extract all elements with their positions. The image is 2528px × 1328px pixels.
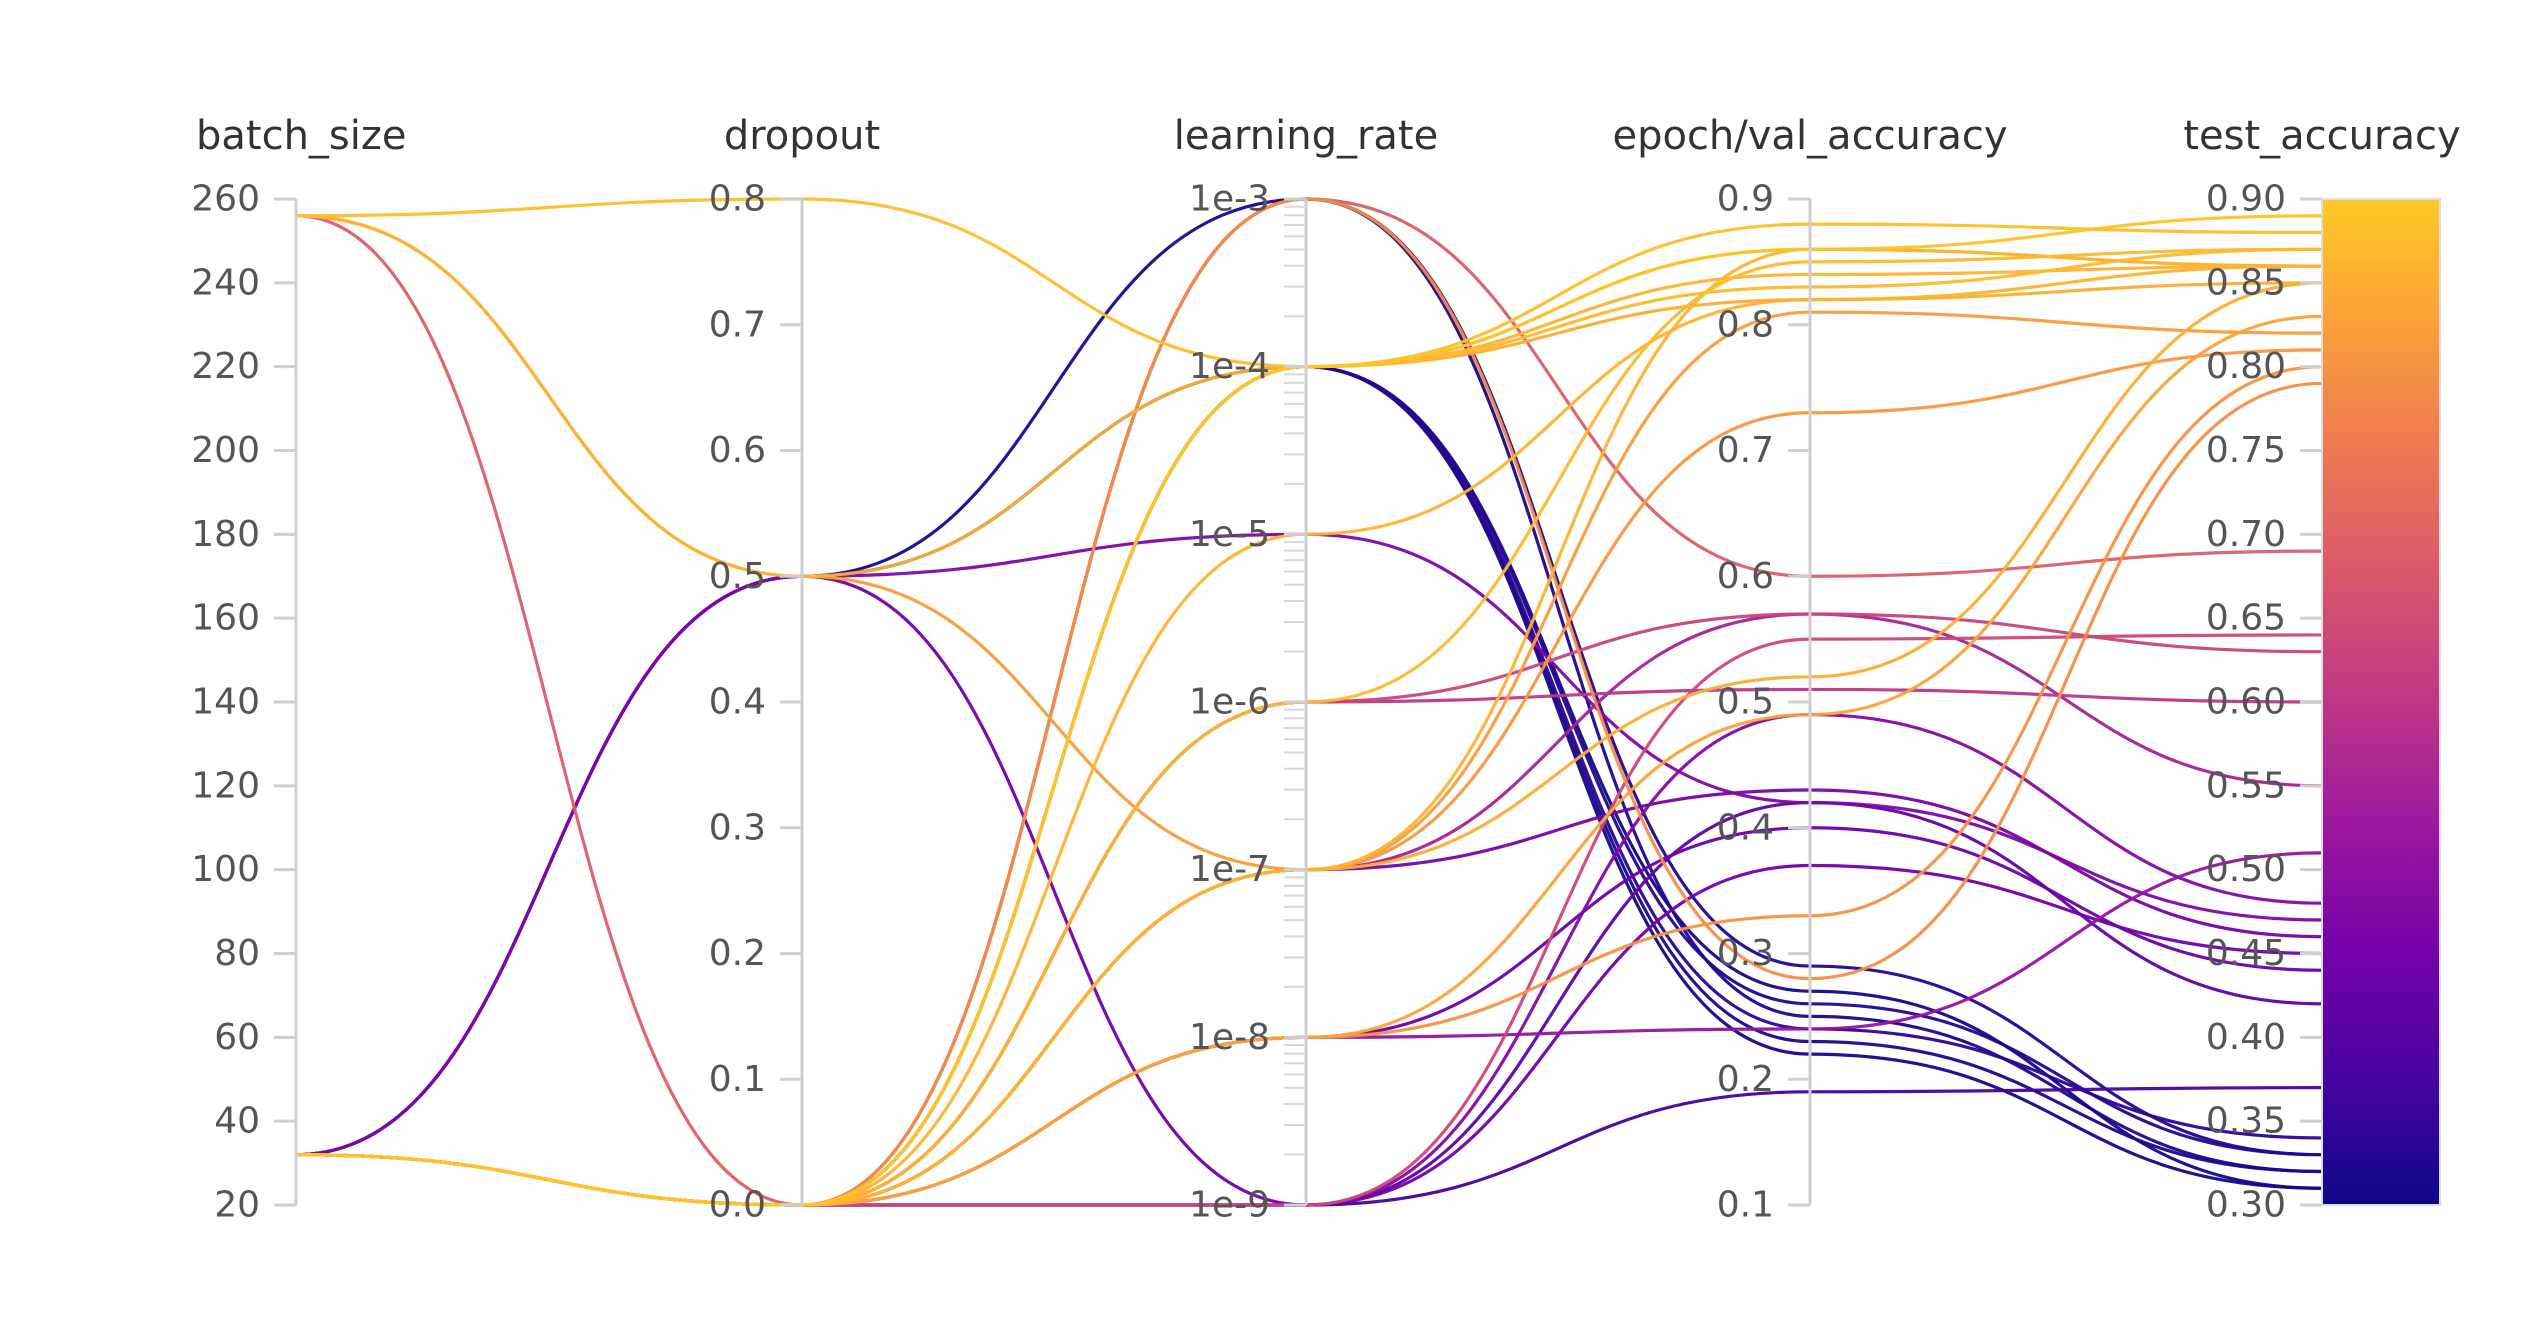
axis-batch_size: 20 40 60 80 100 120 140 160 180 200 220 240 260 batch… bbox=[191, 113, 406, 1226]
axis-val_accuracy: 0.1 0.2 0.3 0.4 0.5 0.6 0.7 0.8 0.9 epoch/val_acc… bbox=[1612, 113, 2007, 1226]
tick-label: 0.55 bbox=[2206, 765, 2286, 806]
tick-label: 0.5 bbox=[1717, 682, 1774, 723]
tick-label: 0.70 bbox=[2206, 514, 2286, 555]
tick-label: 0.6 bbox=[1717, 556, 1774, 597]
tick-label: 0.7 bbox=[1717, 430, 1774, 471]
tick-label: 0.40 bbox=[2206, 1017, 2286, 1058]
run-line bbox=[295, 214, 2323, 872]
tick-label: 240 bbox=[191, 262, 260, 303]
tick-label: 1e-9 bbox=[1189, 1185, 1270, 1226]
axis-title: dropout bbox=[724, 113, 880, 159]
tick-label: 0.7 bbox=[709, 304, 766, 345]
tick-label: 0.4 bbox=[709, 682, 766, 723]
tick-label: 140 bbox=[191, 682, 260, 723]
tick-label: 0.3 bbox=[1717, 933, 1774, 974]
run-line bbox=[295, 826, 2323, 1207]
tick-label: 0.65 bbox=[2206, 598, 2286, 639]
tick-label: 1e-6 bbox=[1189, 682, 1270, 723]
tick-label: 0.50 bbox=[2206, 849, 2286, 890]
tick-label: 0.9 bbox=[1717, 179, 1774, 220]
axis-learning_rate: 1e-9 1e-8 1e-7 1e-6 1e-5 1e-4 1e-3 learning_rat… bbox=[1174, 113, 1438, 1226]
run-line bbox=[295, 788, 2323, 1207]
axis-dropout: 0.0 0.1 0.2 0.3 0.4 0.5 0.6 0.7 0.8 dropout bbox=[709, 113, 880, 1226]
colorbar bbox=[2321, 198, 2441, 1206]
tick-label: 0.45 bbox=[2206, 933, 2286, 974]
run-line bbox=[295, 800, 2323, 1207]
tick-label: 100 bbox=[191, 849, 260, 890]
tick-label: 0.35 bbox=[2206, 1101, 2286, 1142]
run-line bbox=[295, 687, 2323, 1207]
tick-label: 0.75 bbox=[2206, 430, 2286, 471]
axis-title: test_accuracy bbox=[2183, 113, 2460, 159]
tick-label: 1e-4 bbox=[1189, 346, 1270, 387]
tick-label: 160 bbox=[191, 598, 260, 639]
run-line bbox=[295, 1086, 2323, 1207]
tick-label: 0.30 bbox=[2206, 1185, 2286, 1226]
tick-label: 80 bbox=[214, 933, 260, 974]
tick-label: 0.8 bbox=[709, 179, 766, 220]
tick-label: 0.90 bbox=[2206, 179, 2286, 220]
tick-label: 0.5 bbox=[709, 556, 766, 597]
axes: 20 40 60 80 100 120 140 160 180 200 220 240 260 batch… bbox=[191, 113, 2460, 1226]
tick-label: 0.1 bbox=[1717, 1185, 1774, 1226]
tick-label: 0.8 bbox=[1717, 304, 1774, 345]
tick-label: 0.3 bbox=[709, 807, 766, 848]
run-line bbox=[295, 214, 2323, 578]
tick-label: 0.60 bbox=[2206, 682, 2286, 723]
tick-label: 0.1 bbox=[709, 1059, 766, 1100]
tick-label: 0.2 bbox=[709, 933, 766, 974]
axis-title: learning_rate bbox=[1174, 113, 1438, 159]
run-line bbox=[295, 348, 2323, 1207]
run-line bbox=[295, 633, 2323, 1207]
run-line bbox=[295, 197, 2323, 369]
tick-label: 1e-8 bbox=[1189, 1017, 1270, 1058]
tick-label: 220 bbox=[191, 346, 260, 387]
tick-label: 0.85 bbox=[2206, 262, 2286, 303]
tick-label: 0.0 bbox=[709, 1185, 766, 1226]
tick-label: 260 bbox=[191, 179, 260, 220]
run-line bbox=[295, 214, 2323, 1207]
run-line bbox=[295, 314, 2323, 1207]
tick-label: 20 bbox=[214, 1185, 260, 1226]
tick-label: 40 bbox=[214, 1101, 260, 1142]
axis-test_accuracy: 0.30 0.35 0.40 0.45 0.50 0.55 0.60 0.65 0.70 0.75… bbox=[2183, 113, 2460, 1226]
tick-label: 200 bbox=[191, 430, 260, 471]
axis-title: epoch/val_accuracy bbox=[1612, 113, 2007, 159]
tick-label: 0.6 bbox=[709, 430, 766, 471]
tick-label: 1e-7 bbox=[1189, 849, 1270, 890]
colorbar-bar bbox=[2321, 198, 2441, 1206]
axis-title: batch_size bbox=[196, 113, 407, 159]
tick-label: 0.2 bbox=[1717, 1059, 1774, 1100]
tick-label: 120 bbox=[191, 765, 260, 806]
tick-label: 1e-3 bbox=[1189, 179, 1270, 220]
tick-label: 60 bbox=[214, 1017, 260, 1058]
run-lines bbox=[295, 197, 2323, 1207]
tick-label: 1e-5 bbox=[1189, 514, 1270, 555]
tick-label: 180 bbox=[191, 514, 260, 555]
tick-label: 0.4 bbox=[1717, 807, 1774, 848]
tick-label: 0.80 bbox=[2206, 346, 2286, 387]
